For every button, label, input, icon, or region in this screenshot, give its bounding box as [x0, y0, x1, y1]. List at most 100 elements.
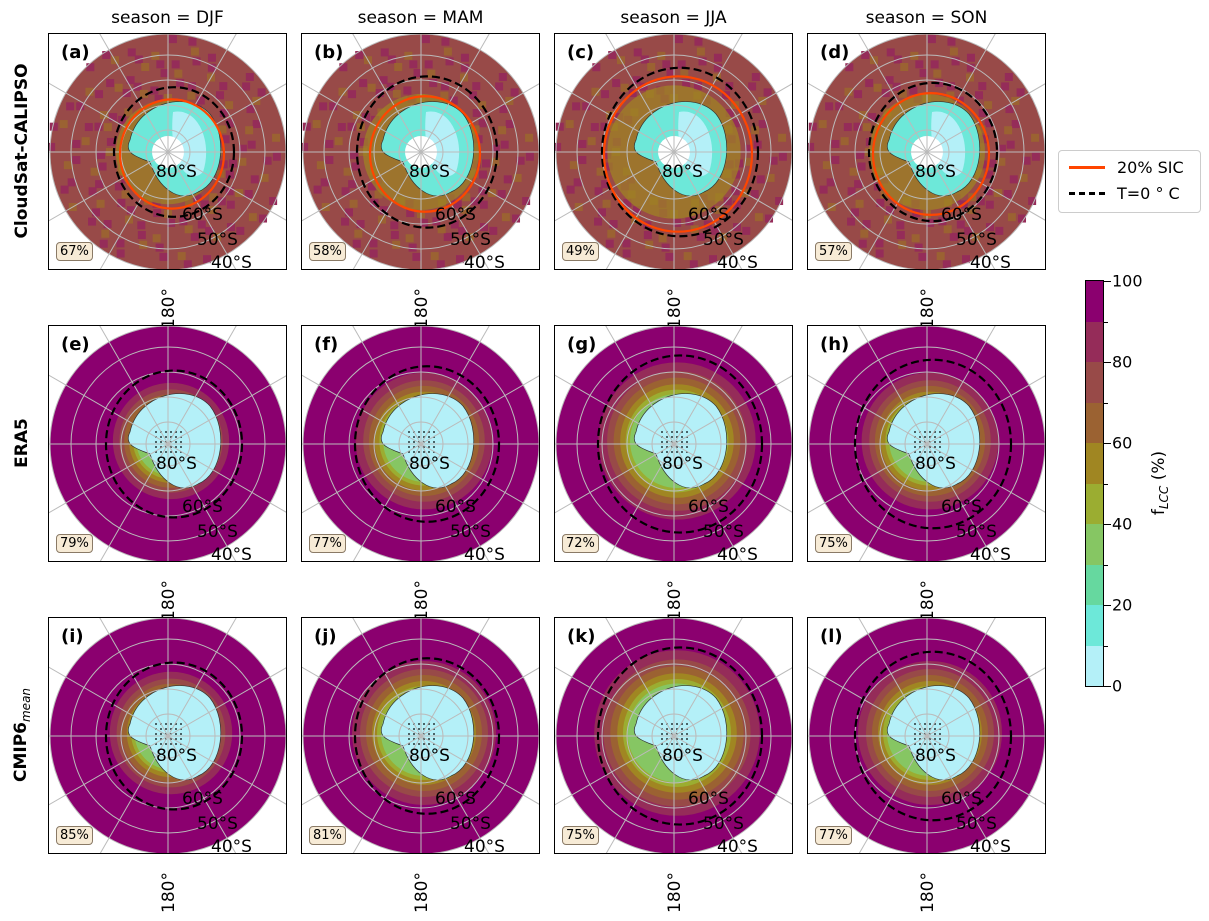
stipple-dot [934, 446, 936, 448]
grid-cell [449, 96, 458, 105]
polar-map [49, 326, 286, 561]
grid-cell [343, 167, 352, 176]
grid-cell [403, 86, 412, 95]
grid-cell [225, 101, 234, 110]
stipple-dot [666, 441, 668, 443]
latitude-label: 60°S [688, 205, 729, 225]
grid-cell [193, 194, 202, 203]
stipple-dot [934, 743, 936, 745]
stipple-dot [919, 451, 921, 453]
panel-letter: (d) [820, 42, 850, 63]
grid-cell [976, 197, 985, 206]
grid-cell [188, 37, 197, 46]
grid-cell [822, 161, 831, 170]
grid-cell [150, 86, 159, 95]
stipple-dot [929, 743, 931, 745]
stipple-dot [418, 723, 420, 725]
latitude-label: 50°S [450, 814, 491, 834]
dashed-line-icon [1069, 192, 1105, 195]
grid-cell [390, 230, 399, 239]
stipple-dot [939, 446, 941, 448]
stipple-dot [433, 738, 435, 740]
stipple-dot [413, 743, 415, 745]
grid-cell [88, 217, 97, 226]
grid-cell [334, 137, 343, 146]
map-panel: (c) 49% 80°S 60°S 50°S 40°S 180° [554, 33, 793, 329]
grid-cell [1009, 175, 1018, 184]
stipple-dot [686, 446, 688, 448]
grid-cell [1019, 173, 1028, 182]
colorbar-title-main: f [1148, 509, 1169, 516]
grid-cell [443, 232, 452, 241]
grid-cell [582, 102, 591, 111]
panel-letter: (i) [61, 626, 84, 647]
grid-cell [250, 175, 259, 184]
stipple-dot [661, 441, 663, 443]
stipple-dot [170, 723, 172, 725]
grid-cell [742, 226, 751, 235]
longitude-label: 180° [918, 580, 938, 621]
stipple-dot [433, 431, 435, 433]
grid-cell [341, 187, 350, 196]
grid-cell [124, 108, 133, 117]
grid-cell [257, 88, 266, 97]
grid-cell [596, 167, 605, 176]
colorbar-title: fLCC (%) [1149, 451, 1171, 515]
colorbar-segment [1086, 402, 1103, 443]
grid-cell [460, 63, 469, 72]
grid-cell [117, 198, 126, 207]
grid-cell [911, 234, 920, 243]
latitude-label: 60°S [941, 205, 982, 225]
grid-cell [1005, 105, 1014, 114]
stipple-dot [160, 733, 162, 735]
stipple-dot [934, 451, 936, 453]
stipple-dot [671, 728, 673, 730]
grid-cell [102, 51, 111, 60]
stipple-dot [661, 431, 663, 433]
grid-cell [97, 150, 106, 159]
stipple-dot [175, 733, 177, 735]
grid-cell [99, 239, 108, 248]
grid-cell [429, 79, 438, 88]
grid-cell [176, 79, 185, 88]
longitude-gridline [808, 375, 1045, 514]
grid-cell [390, 221, 399, 230]
grid-cell [216, 91, 225, 100]
grid-cell [247, 140, 256, 149]
grid-cell [713, 53, 722, 62]
stipple-dot [165, 436, 167, 438]
latitude-label: 40°S [211, 545, 252, 565]
panel-letter: (l) [820, 626, 843, 647]
latitude-label: 60°S [941, 497, 982, 517]
grid-cell [95, 90, 104, 99]
grid-cell [862, 123, 871, 132]
grid-cell [778, 133, 787, 142]
colorbar-segment [1086, 605, 1103, 646]
row-label: ERA5 [12, 418, 32, 468]
grid-cell [90, 167, 99, 176]
latitude-label: 50°S [197, 230, 238, 250]
column-title: season = JJA [620, 8, 727, 28]
stipple-dot [418, 431, 420, 433]
stipple-dot [681, 451, 683, 453]
grid-cell [427, 69, 436, 78]
latitude-label: 40°S [211, 253, 252, 273]
grid-cell [766, 173, 775, 182]
solid-line-icon [1069, 166, 1105, 169]
stipple-dot [428, 743, 430, 745]
grid-cell [858, 239, 867, 248]
stipple-dot [686, 441, 688, 443]
stipple-dot [681, 738, 683, 740]
grid-cell [126, 76, 135, 85]
grid-cell [898, 89, 907, 98]
map-panel: (e) 79% 80°S 60°S 50°S 40°S 180° [48, 325, 287, 621]
percentage-badge: 75% [562, 826, 599, 845]
grid-cell [985, 200, 994, 209]
grid-cell [489, 226, 498, 235]
longitude-label: 180° [159, 872, 179, 913]
grid-cell [898, 240, 907, 249]
sea-ice-contour [871, 91, 991, 217]
latitude-label: 50°S [956, 522, 997, 542]
stipple-dot [939, 733, 941, 735]
grid-cell [217, 197, 226, 206]
